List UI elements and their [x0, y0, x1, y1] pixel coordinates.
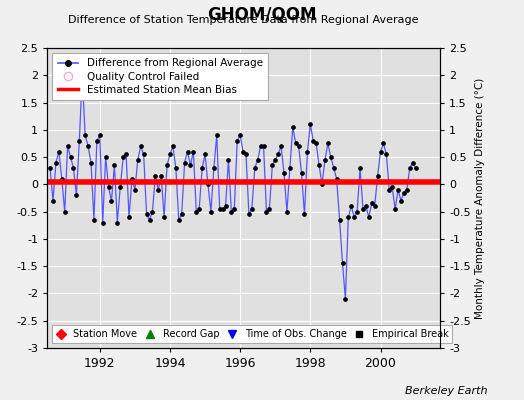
Legend: Station Move, Record Gap, Time of Obs. Change, Empirical Break: Station Move, Record Gap, Time of Obs. C… — [52, 325, 452, 343]
Y-axis label: Monthly Temperature Anomaly Difference (°C): Monthly Temperature Anomaly Difference (… — [475, 77, 485, 319]
Title: Difference of Station Temperature Data from Regional Average: Difference of Station Temperature Data f… — [69, 15, 419, 25]
Text: Berkeley Earth: Berkeley Earth — [405, 386, 487, 396]
Text: GHOM/QOM: GHOM/QOM — [208, 6, 316, 24]
